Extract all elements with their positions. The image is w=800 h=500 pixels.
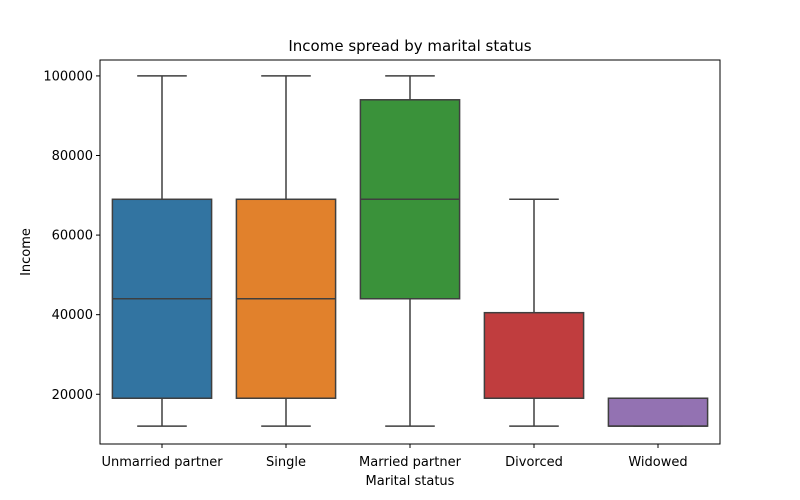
x-tick-label: Unmarried partner xyxy=(101,455,223,470)
chart-title: Income spread by marital status xyxy=(288,37,531,55)
iqr-box xyxy=(483,311,585,399)
iqr-box xyxy=(607,397,709,427)
x-tick-label: Divorced xyxy=(505,455,563,470)
box-single xyxy=(235,75,337,427)
box-widowed xyxy=(607,397,709,427)
x-axis: Unmarried partner Single Married partner Di… xyxy=(101,444,688,470)
box-married-partner xyxy=(359,75,461,427)
box-unmarried-partner xyxy=(111,75,213,427)
y-axis-label: Income xyxy=(19,228,34,276)
x-tick-label: Widowed xyxy=(628,455,687,470)
y-tick-label: 20000 xyxy=(52,388,93,403)
x-axis-label: Marital status xyxy=(366,474,455,489)
box-divorced xyxy=(483,198,585,427)
x-tick-label: Single xyxy=(266,455,306,470)
plot-area xyxy=(111,75,709,427)
y-axis: 20000 40000 60000 80000 100000 xyxy=(43,69,100,403)
x-tick-label: Married partner xyxy=(359,455,462,470)
y-tick-label: 40000 xyxy=(52,308,93,323)
y-tick-label: 100000 xyxy=(43,69,93,84)
y-tick-label: 60000 xyxy=(52,229,93,244)
y-tick-label: 80000 xyxy=(52,149,93,164)
